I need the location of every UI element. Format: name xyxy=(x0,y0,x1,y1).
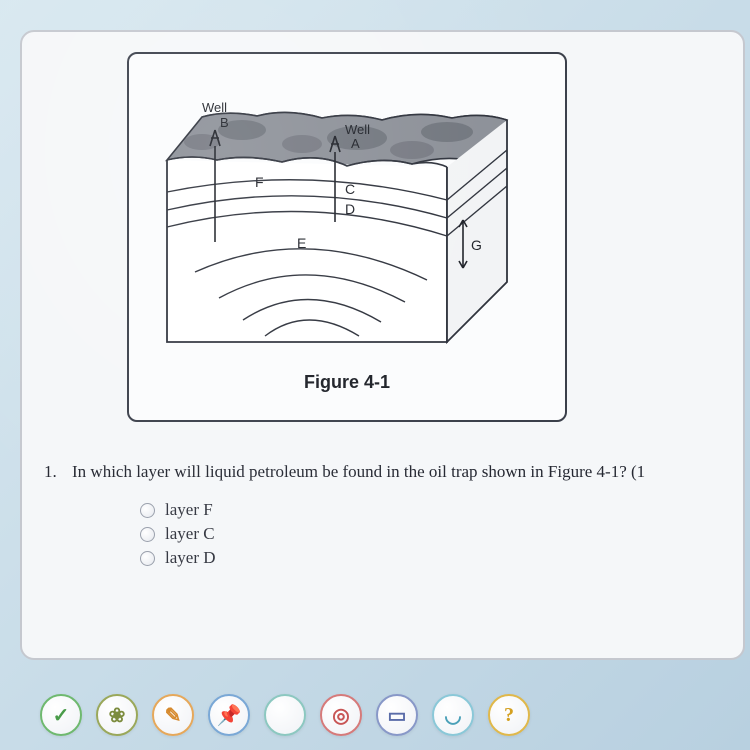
tool-target-button[interactable]: ◎ xyxy=(320,694,362,736)
tool-write-button[interactable]: ✎ xyxy=(152,694,194,736)
option-label: layer D xyxy=(165,548,216,568)
figure-box: Well B Well A F C D E G Figure 4-1 xyxy=(127,52,567,422)
radio-icon[interactable] xyxy=(140,527,155,542)
label-d: D xyxy=(345,201,355,217)
label-c: C xyxy=(345,181,355,197)
label-a: A xyxy=(351,136,360,151)
label-well-b: Well xyxy=(202,100,227,115)
radio-icon[interactable] xyxy=(140,551,155,566)
check-icon: ✓ xyxy=(53,703,70,728)
option-label: layer C xyxy=(165,524,215,544)
label-f: F xyxy=(255,174,264,190)
tool-book-button[interactable]: ▭ xyxy=(376,694,418,736)
book-icon: ▭ xyxy=(388,703,407,728)
option-row[interactable]: layer F xyxy=(140,500,743,520)
option-row[interactable]: layer D xyxy=(140,548,743,568)
tool-help-button[interactable]: ? xyxy=(488,694,530,736)
tool-leaf-button[interactable]: ❀ xyxy=(96,694,138,736)
leaf-icon: ❀ xyxy=(109,703,126,728)
target-icon: ◎ xyxy=(332,703,349,728)
radio-icon[interactable] xyxy=(140,503,155,518)
geology-diagram: Well B Well A F C D E G xyxy=(147,72,547,362)
option-row[interactable]: layer C xyxy=(140,524,743,544)
dish-icon: ◡ xyxy=(444,703,461,728)
pencil-icon: ✎ xyxy=(165,703,182,728)
label-b: B xyxy=(220,115,229,130)
question-block: 1. In which layer will liquid petroleum … xyxy=(42,462,743,568)
tool-pin-button[interactable]: 📌 xyxy=(208,694,250,736)
figure-caption: Figure 4-1 xyxy=(304,372,390,393)
label-well-a: Well xyxy=(345,122,370,137)
help-icon: ? xyxy=(504,704,514,727)
question-text: In which layer will liquid petroleum be … xyxy=(72,462,645,482)
label-g: G xyxy=(471,237,482,253)
tool-dish-button[interactable]: ◡ xyxy=(432,694,474,736)
toolbar: ✓ ❀ ✎ 📌 ◎ ▭ ◡ ? xyxy=(40,694,530,736)
content-panel: Well B Well A F C D E G Figure 4-1 1. In… xyxy=(20,30,745,660)
option-label: layer F xyxy=(165,500,213,520)
tool-blank-button[interactable] xyxy=(264,694,306,736)
pin-icon: 📌 xyxy=(217,703,242,728)
options-list: layer F layer C layer D xyxy=(44,500,743,568)
label-e: E xyxy=(297,235,306,251)
question-number: 1. xyxy=(44,462,62,482)
tool-check-button[interactable]: ✓ xyxy=(40,694,82,736)
